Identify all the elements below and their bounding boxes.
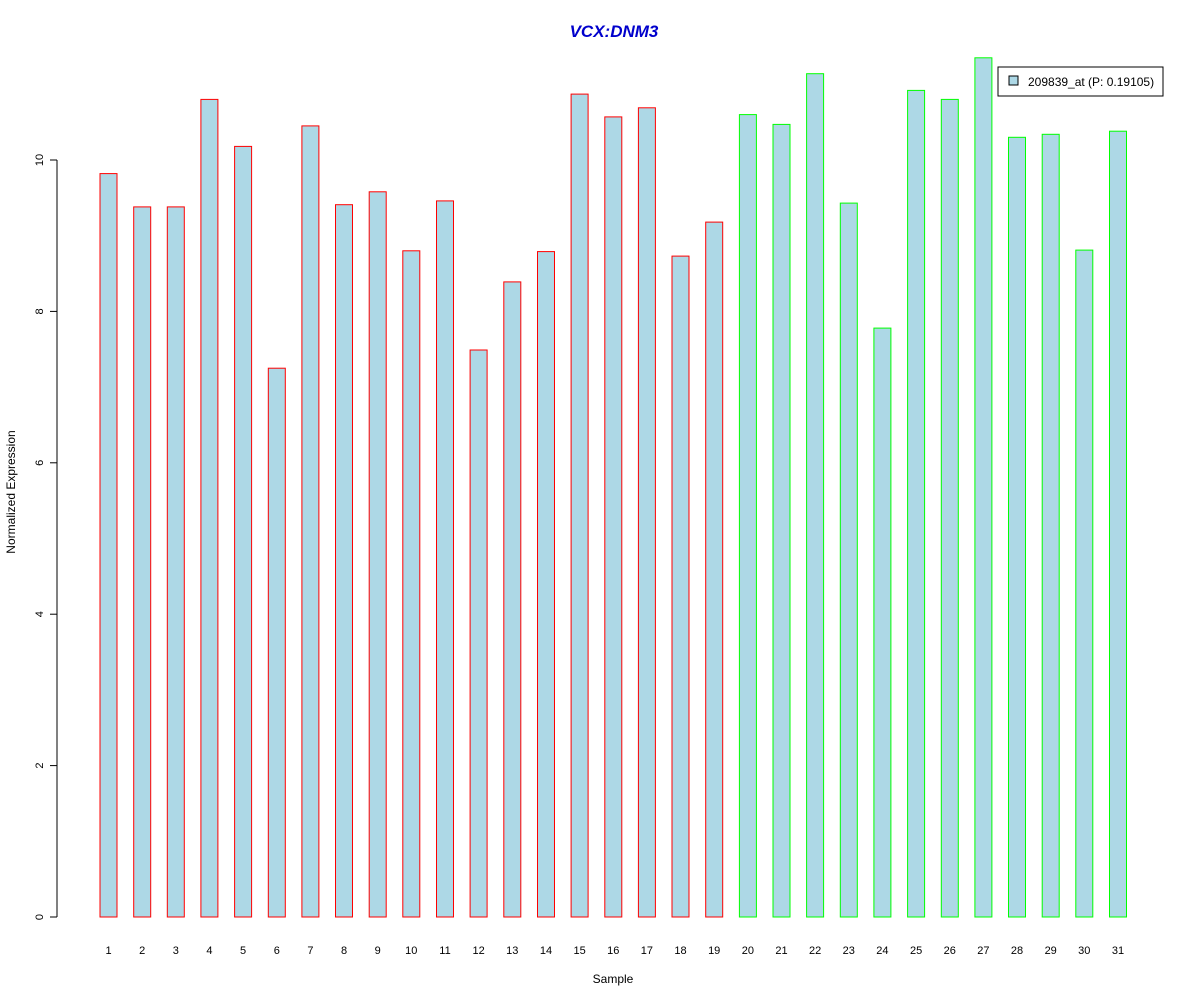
bar xyxy=(402,250,421,918)
y-tick-label: 8 xyxy=(34,308,46,314)
x-tick-label: 14 xyxy=(540,945,552,957)
bar xyxy=(772,123,791,918)
bar xyxy=(200,98,219,918)
bar xyxy=(166,206,185,918)
x-tick-label: 17 xyxy=(641,945,653,957)
bar xyxy=(234,145,253,918)
x-tick-label: 19 xyxy=(708,945,720,957)
y-axis-label: Normalized Expression xyxy=(4,430,18,553)
x-tick-label: 25 xyxy=(910,945,922,957)
x-tick-label: 23 xyxy=(843,945,855,957)
x-tick-label: 28 xyxy=(1011,945,1023,957)
x-tick-label: 24 xyxy=(876,945,888,957)
x-tick-label: 5 xyxy=(240,945,246,957)
bar xyxy=(1109,130,1127,918)
y-tick-label: 10 xyxy=(34,154,46,166)
bar xyxy=(873,327,892,918)
bar xyxy=(503,281,522,918)
x-tick-label: 7 xyxy=(307,945,313,957)
bar xyxy=(1075,249,1094,918)
x-tick-label: 9 xyxy=(375,945,381,957)
x-tick-label: 16 xyxy=(607,945,619,957)
x-tick-label: 31 xyxy=(1112,945,1124,957)
y-tick-label: 6 xyxy=(34,460,46,466)
bar xyxy=(907,89,926,918)
x-tick-label: 11 xyxy=(439,945,450,957)
x-tick-label: 13 xyxy=(506,945,518,957)
x-tick-label: 12 xyxy=(472,945,484,957)
x-tick-label: 6 xyxy=(274,945,280,957)
bar xyxy=(301,125,320,918)
x-axis-label: Sample xyxy=(593,972,634,986)
y-axis: 0 2 4 6 8 10 xyxy=(34,154,58,920)
bar xyxy=(806,73,825,918)
x-tick-label: 30 xyxy=(1078,945,1090,957)
bar xyxy=(133,206,152,918)
x-tick-label: 1 xyxy=(105,945,111,957)
y-tick-label: 4 xyxy=(34,611,46,617)
x-tick-label: 26 xyxy=(944,945,956,957)
bar xyxy=(469,349,488,918)
x-tick-label: 3 xyxy=(173,945,179,957)
bar xyxy=(604,116,623,918)
bar xyxy=(671,255,690,918)
bar xyxy=(267,367,286,918)
x-tick-label: 22 xyxy=(809,945,821,957)
x-tick-label: 4 xyxy=(206,945,212,957)
x-tick-label: 10 xyxy=(405,945,417,957)
bar xyxy=(738,114,757,918)
bar xyxy=(570,93,589,918)
bar xyxy=(1041,133,1060,918)
chart-title: VCX:DNM3 xyxy=(570,22,659,41)
bars xyxy=(99,57,1127,918)
x-tick-label: 27 xyxy=(977,945,989,957)
bar xyxy=(637,107,656,918)
x-tick-label: 8 xyxy=(341,945,347,957)
legend-swatch xyxy=(1008,75,1019,86)
x-tick-label: 18 xyxy=(674,945,686,957)
x-tick-label: 29 xyxy=(1045,945,1057,957)
y-tick-label: 0 xyxy=(34,914,46,920)
bar xyxy=(99,173,118,918)
bar xyxy=(1008,136,1026,918)
bar xyxy=(537,251,555,918)
bar xyxy=(705,221,724,918)
legend-box xyxy=(997,66,1164,97)
bar xyxy=(368,191,387,918)
bar xyxy=(335,204,353,918)
legend: 209839_at (P: 0.19105) xyxy=(997,66,1164,97)
legend-series-name: 209839_at (P: 0.19105) xyxy=(1028,75,1154,89)
x-tick-label: 20 xyxy=(742,945,754,957)
bar xyxy=(839,202,858,918)
x-tick-label: 2 xyxy=(139,945,145,957)
x-tick-label: 15 xyxy=(573,945,585,957)
y-tick-label: 2 xyxy=(34,763,46,769)
bar xyxy=(436,200,454,918)
x-tick-labels: 1 2 3 4 5 6 7 8 9 10 11 12 13 14 15 16 17 18 19 20 21 22 23 24 2… xyxy=(105,945,1124,957)
bar xyxy=(940,98,959,918)
bar xyxy=(974,57,993,918)
x-tick-label: 21 xyxy=(775,945,787,957)
